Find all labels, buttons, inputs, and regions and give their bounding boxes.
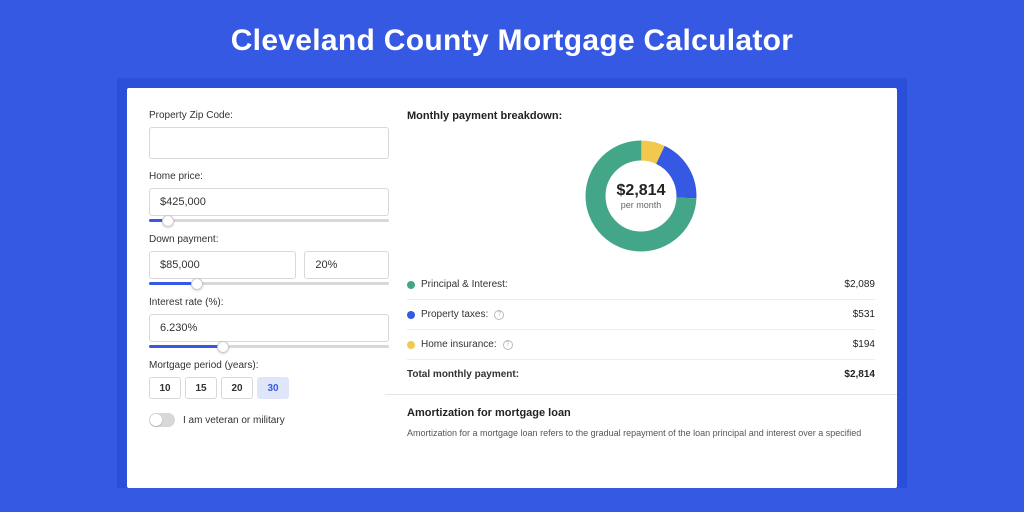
amortization-text: Amortization for a mortgage loan refers … bbox=[407, 427, 875, 440]
down-payment-pct-input[interactable] bbox=[304, 251, 389, 279]
amortization-title: Amortization for mortgage loan bbox=[407, 395, 875, 419]
total-row: Total monthly payment: $2,814 bbox=[407, 360, 875, 394]
interest-rate-input[interactable] bbox=[149, 314, 389, 342]
breakdown-column: Monthly payment breakdown: $2,814 per mo… bbox=[407, 110, 875, 488]
total-label: Total monthly payment: bbox=[407, 369, 519, 380]
total-value: $2,814 bbox=[844, 369, 875, 380]
legend-value: $2,089 bbox=[844, 279, 875, 290]
breakdown-title: Monthly payment breakdown: bbox=[407, 110, 875, 122]
home-price-field: Home price: bbox=[149, 171, 389, 222]
period-button-20[interactable]: 20 bbox=[221, 377, 253, 399]
calculator-frame: Property Zip Code: Home price: Down paym… bbox=[117, 78, 907, 488]
home-price-label: Home price: bbox=[149, 171, 389, 182]
donut-amount: $2,814 bbox=[617, 182, 666, 200]
down-payment-slider[interactable] bbox=[149, 282, 389, 285]
zip-input[interactable] bbox=[149, 127, 389, 159]
legend-label: Principal & Interest: bbox=[421, 279, 508, 290]
form-column: Property Zip Code: Home price: Down paym… bbox=[149, 110, 389, 488]
slider-thumb[interactable] bbox=[191, 278, 203, 290]
period-button-15[interactable]: 15 bbox=[185, 377, 217, 399]
interest-rate-slider[interactable] bbox=[149, 345, 389, 348]
slider-thumb[interactable] bbox=[162, 215, 174, 227]
veteran-label: I am veteran or military bbox=[183, 415, 285, 426]
calculator-panel: Property Zip Code: Home price: Down paym… bbox=[127, 88, 897, 488]
period-field: Mortgage period (years): 10152030 bbox=[149, 360, 389, 399]
legend-value: $531 bbox=[853, 309, 875, 320]
slider-thumb[interactable] bbox=[217, 341, 229, 353]
breakdown-legend: Principal & Interest: $2,089 Property taxe… bbox=[407, 270, 875, 360]
down-payment-amount-input[interactable] bbox=[149, 251, 296, 279]
interest-rate-label: Interest rate (%): bbox=[149, 297, 389, 308]
veteran-row: I am veteran or military bbox=[149, 413, 389, 427]
toggle-knob bbox=[150, 414, 162, 426]
period-button-30[interactable]: 30 bbox=[257, 377, 289, 399]
legend-dot bbox=[407, 341, 415, 349]
legend-label: Property taxes: bbox=[421, 309, 488, 320]
zip-label: Property Zip Code: bbox=[149, 110, 389, 121]
period-buttons: 10152030 bbox=[149, 377, 389, 399]
info-icon[interactable]: ? bbox=[494, 310, 504, 320]
legend-row: Home insurance:? $194 bbox=[407, 330, 875, 360]
home-price-slider[interactable] bbox=[149, 219, 389, 222]
down-payment-field: Down payment: bbox=[149, 234, 389, 285]
legend-value: $194 bbox=[853, 339, 875, 350]
page-title: Cleveland County Mortgage Calculator bbox=[0, 0, 1024, 78]
donut-sublabel: per month bbox=[621, 200, 662, 210]
interest-rate-field: Interest rate (%): bbox=[149, 297, 389, 348]
veteran-toggle[interactable] bbox=[149, 413, 175, 427]
legend-dot bbox=[407, 281, 415, 289]
down-payment-label: Down payment: bbox=[149, 234, 389, 245]
period-button-10[interactable]: 10 bbox=[149, 377, 181, 399]
legend-label: Home insurance: bbox=[421, 339, 497, 350]
legend-dot bbox=[407, 311, 415, 319]
home-price-input[interactable] bbox=[149, 188, 389, 216]
info-icon[interactable]: ? bbox=[503, 340, 513, 350]
period-label: Mortgage period (years): bbox=[149, 360, 389, 371]
payment-donut-chart: $2,814 per month bbox=[581, 136, 701, 256]
donut-container: $2,814 per month bbox=[407, 130, 875, 270]
legend-row: Principal & Interest: $2,089 bbox=[407, 270, 875, 300]
legend-row: Property taxes:? $531 bbox=[407, 300, 875, 330]
zip-field: Property Zip Code: bbox=[149, 110, 389, 159]
